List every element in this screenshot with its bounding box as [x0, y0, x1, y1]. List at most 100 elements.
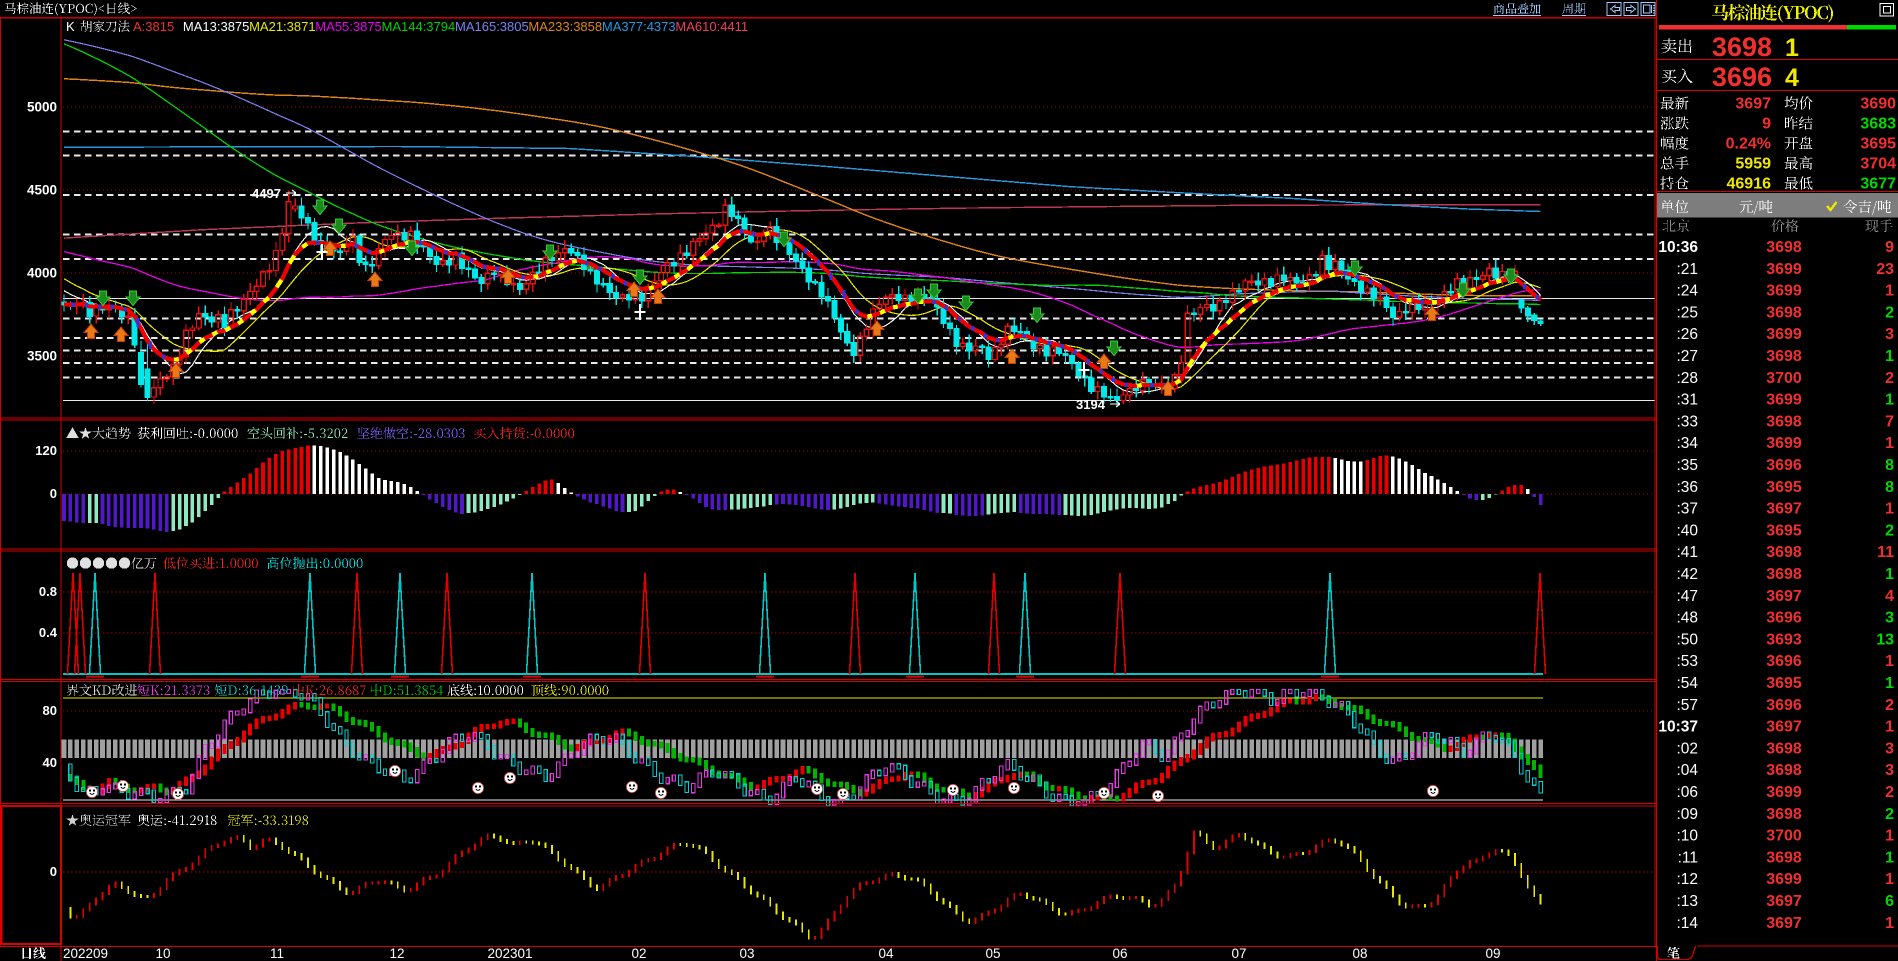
svg-text:3697: 3697: [1735, 96, 1771, 113]
svg-text::50: :50: [1676, 631, 1698, 648]
svg-text:3700: 3700: [1766, 370, 1802, 387]
svg-text::26: :26: [1676, 326, 1698, 343]
svg-text::12: :12: [1676, 871, 1698, 888]
svg-text:1: 1: [1885, 392, 1894, 409]
svg-text:3699: 3699: [1766, 261, 1802, 278]
svg-text:3698: 3698: [1766, 806, 1802, 823]
svg-text:1: 1: [1885, 501, 1894, 518]
svg-text:5959: 5959: [1735, 156, 1771, 173]
svg-text:1: 1: [1885, 348, 1894, 365]
svg-text:8: 8: [1885, 479, 1894, 496]
svg-text:11: 11: [1877, 544, 1894, 561]
svg-text:3690: 3690: [1860, 96, 1896, 113]
svg-text::42: :42: [1676, 566, 1698, 583]
svg-text:46916: 46916: [1727, 176, 1772, 193]
svg-text:MA144:3794: MA144:3794: [382, 19, 456, 34]
svg-text::33: :33: [1676, 413, 1698, 430]
svg-text:13: 13: [1876, 631, 1894, 648]
svg-text::02: :02: [1676, 740, 1698, 757]
svg-text::04: :04: [1676, 762, 1698, 779]
svg-text:4: 4: [1785, 64, 1799, 92]
svg-text:3696: 3696: [1766, 457, 1802, 474]
svg-text:4: 4: [1885, 588, 1894, 605]
svg-text:2: 2: [1885, 806, 1894, 823]
svg-text:A:3815: A:3815: [133, 19, 174, 34]
svg-text:1: 1: [1885, 435, 1894, 452]
svg-text:3698: 3698: [1766, 566, 1802, 583]
svg-text::48: :48: [1676, 610, 1698, 627]
svg-text:3695: 3695: [1766, 479, 1802, 496]
svg-text:MA610:4411: MA610:4411: [675, 19, 748, 34]
svg-text:10:37: 10:37: [1658, 719, 1698, 736]
svg-text:K: K: [66, 19, 75, 34]
svg-text::14: :14: [1676, 915, 1698, 932]
svg-text:3699: 3699: [1766, 784, 1802, 801]
svg-text:4497: 4497: [252, 186, 281, 201]
svg-text:MA21:3871: MA21:3871: [249, 19, 316, 34]
svg-text:1: 1: [1885, 828, 1894, 845]
svg-text:3696: 3696: [1766, 697, 1802, 714]
svg-text::37: :37: [1676, 501, 1698, 518]
svg-text:03: 03: [739, 946, 754, 961]
svg-text:0.4: 0.4: [39, 625, 58, 640]
svg-text:3698: 3698: [1766, 544, 1802, 561]
svg-text::09: :09: [1676, 806, 1698, 823]
svg-text:4000: 4000: [27, 266, 57, 281]
svg-text:MA13:3875: MA13:3875: [183, 19, 250, 34]
svg-text:2: 2: [1885, 370, 1894, 387]
svg-text:1: 1: [1885, 675, 1894, 692]
svg-text:3194: 3194: [1076, 397, 1106, 412]
svg-text::28: :28: [1676, 370, 1698, 387]
svg-text:3698: 3698: [1766, 304, 1802, 321]
svg-text:10:36: 10:36: [1658, 239, 1698, 256]
svg-text::10: :10: [1676, 828, 1698, 845]
svg-text:3699: 3699: [1766, 326, 1802, 343]
svg-text:1: 1: [1885, 653, 1894, 670]
svg-text:80: 80: [43, 703, 57, 718]
svg-text::35: :35: [1676, 457, 1698, 474]
svg-text::21: :21: [1676, 261, 1698, 278]
svg-text::40: :40: [1676, 522, 1698, 539]
svg-text:3696: 3696: [1766, 610, 1802, 627]
svg-text:3704: 3704: [1860, 156, 1896, 173]
svg-text:2: 2: [1885, 697, 1894, 714]
svg-text::13: :13: [1676, 893, 1698, 910]
svg-text:9: 9: [1885, 239, 1894, 256]
svg-text:3698: 3698: [1766, 740, 1802, 757]
svg-text::34: :34: [1676, 435, 1698, 452]
svg-text::25: :25: [1676, 304, 1698, 321]
svg-text:7: 7: [1885, 413, 1894, 430]
svg-text::06: :06: [1676, 784, 1698, 801]
svg-text:2: 2: [1885, 522, 1894, 539]
svg-text:9: 9: [1762, 116, 1771, 133]
svg-text:1: 1: [1885, 849, 1894, 866]
svg-text:3698: 3698: [1766, 239, 1802, 256]
svg-text:5000: 5000: [27, 100, 57, 115]
svg-text::53: :53: [1676, 653, 1698, 670]
svg-text:3: 3: [1885, 610, 1894, 627]
svg-text:3697: 3697: [1766, 588, 1802, 605]
svg-text:3698: 3698: [1712, 32, 1772, 62]
svg-text:2: 2: [1885, 304, 1894, 321]
svg-text::54: :54: [1676, 675, 1698, 692]
svg-text:3695: 3695: [1766, 522, 1802, 539]
svg-text:07: 07: [1231, 946, 1246, 961]
svg-text:3699: 3699: [1766, 392, 1802, 409]
svg-text:3: 3: [1885, 740, 1894, 757]
svg-text:40: 40: [43, 755, 57, 770]
svg-text:02: 02: [631, 946, 646, 961]
svg-text:3697: 3697: [1766, 501, 1802, 518]
svg-text:3677: 3677: [1860, 176, 1896, 193]
svg-text:120: 120: [35, 443, 57, 458]
svg-text:1: 1: [1885, 915, 1894, 932]
svg-text:11: 11: [270, 946, 284, 961]
svg-text:202301: 202301: [487, 946, 532, 961]
svg-text::36: :36: [1676, 479, 1698, 496]
svg-text:3697: 3697: [1766, 719, 1802, 736]
svg-text::41: :41: [1676, 544, 1698, 561]
svg-text:1: 1: [1885, 871, 1894, 888]
svg-text::24: :24: [1676, 283, 1698, 300]
svg-text:3698: 3698: [1766, 762, 1802, 779]
svg-text:3500: 3500: [27, 349, 57, 364]
svg-text:MA165:3805: MA165:3805: [455, 19, 529, 34]
